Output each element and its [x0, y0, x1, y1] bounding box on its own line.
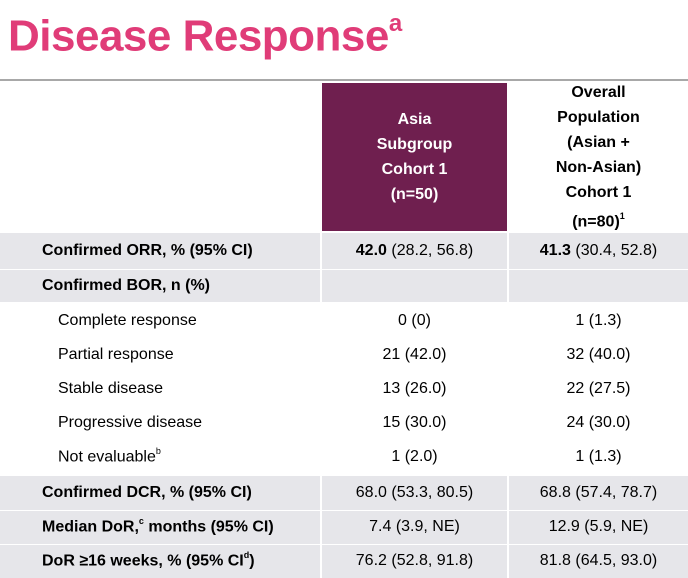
cell-asia: 42.0 (28.2, 56.8) — [355, 242, 474, 259]
table-row: Complete response 0 (0) 1 (1.3) — [0, 304, 688, 338]
column-header-line: Non-Asian) — [555, 158, 642, 176]
cell-asia: 21 (42.0) — [382, 346, 447, 363]
cell-overall: 32 (40.0) — [566, 346, 631, 363]
cell-asia: 76.2 (52.8, 91.8) — [355, 552, 474, 569]
table-row: Progressive disease 15 (30.0) 24 (30.0) — [0, 406, 688, 440]
row-label: Not evaluableb — [58, 446, 161, 466]
cell-asia: 68.0 (53.3, 80.5) — [355, 484, 474, 501]
cell-asia: 13 (26.0) — [382, 380, 447, 397]
row-separator — [0, 510, 688, 511]
cell-asia: 7.4 (3.9, NE) — [369, 518, 460, 535]
footnote-mark: c — [138, 516, 144, 527]
header-divider — [0, 79, 688, 81]
footnote-mark: d — [243, 550, 250, 561]
row-label: Stable disease — [58, 380, 163, 397]
row-separator — [0, 544, 688, 545]
column-header-overall-population: Overall Population (Asian + Non-Asian) C… — [509, 83, 688, 231]
column-header-line: Overall — [571, 83, 626, 101]
table-row-bor-header: Confirmed BOR, n (%) — [0, 269, 688, 302]
title-footnote-mark: a — [388, 10, 402, 37]
column-header-line: (n=50) — [390, 186, 439, 203]
column-separator — [320, 83, 322, 578]
column-header-line: (Asian + — [567, 133, 630, 151]
row-label: Progressive disease — [58, 414, 203, 431]
table-row-orr: Confirmed ORR, % (95% CI) 42.0 (28.2, 56… — [0, 233, 688, 269]
cell-overall: 1 (1.3) — [575, 448, 622, 465]
column-header-line: Cohort 1 — [565, 183, 632, 201]
column-header-line: Cohort 1 — [381, 161, 448, 178]
cell-overall: 1 (1.3) — [575, 312, 622, 329]
row-label: Median DoR,c months (95% CI) — [42, 516, 274, 536]
row-label: Partial response — [58, 346, 174, 363]
cell-asia: 15 (30.0) — [382, 414, 447, 431]
cell-overall: 24 (30.0) — [566, 414, 631, 431]
cell-asia: 0 (0) — [398, 312, 431, 329]
table-row: Not evaluableb 1 (2.0) 1 (1.3) — [0, 440, 688, 474]
column-header-line: Asia — [397, 111, 432, 128]
table-row: Stable disease 13 (26.0) 22 (27.5) — [0, 372, 688, 406]
row-label: Confirmed DCR, % (95% CI) — [42, 484, 252, 501]
column-header-line: (n=80)1 — [572, 210, 625, 231]
cell-overall: 68.8 (57.4, 78.7) — [539, 484, 658, 501]
row-label: Confirmed ORR, % (95% CI) — [42, 242, 253, 259]
cell-overall: 22 (27.5) — [566, 380, 631, 397]
row-label: Confirmed BOR, n (%) — [42, 276, 210, 294]
column-header-asia-subgroup: Asia Subgroup Cohort 1 (n=50) — [322, 83, 507, 231]
row-label: DoR ≥16 weeks, % (95% CId) — [42, 550, 255, 570]
footnote-mark: b — [155, 446, 161, 457]
cell-overall: 81.8 (64.5, 93.0) — [539, 552, 658, 569]
cell-overall: 12.9 (5.9, NE) — [548, 518, 649, 535]
table-row-dor-16-weeks: DoR ≥16 weeks, % (95% CId) 76.2 (52.8, 9… — [0, 544, 688, 578]
cell-asia: 1 (2.0) — [391, 448, 438, 465]
page-title: Disease Responsea — [8, 10, 402, 61]
table-row: Partial response 21 (42.0) 32 (40.0) — [0, 338, 688, 372]
table-row-median-dor: Median DoR,c months (95% CI) 7.4 (3.9, N… — [0, 510, 688, 544]
footnote-mark: 1 — [619, 210, 625, 221]
row-separator — [0, 269, 688, 270]
column-header-line: Subgroup — [376, 136, 453, 153]
column-header-line: Population — [557, 108, 640, 126]
column-separator — [507, 83, 509, 578]
table-row-dcr: Confirmed DCR, % (95% CI) 68.0 (53.3, 80… — [0, 476, 688, 510]
cell-overall: 41.3 (30.4, 52.8) — [539, 242, 658, 259]
row-label: Complete response — [58, 312, 197, 329]
